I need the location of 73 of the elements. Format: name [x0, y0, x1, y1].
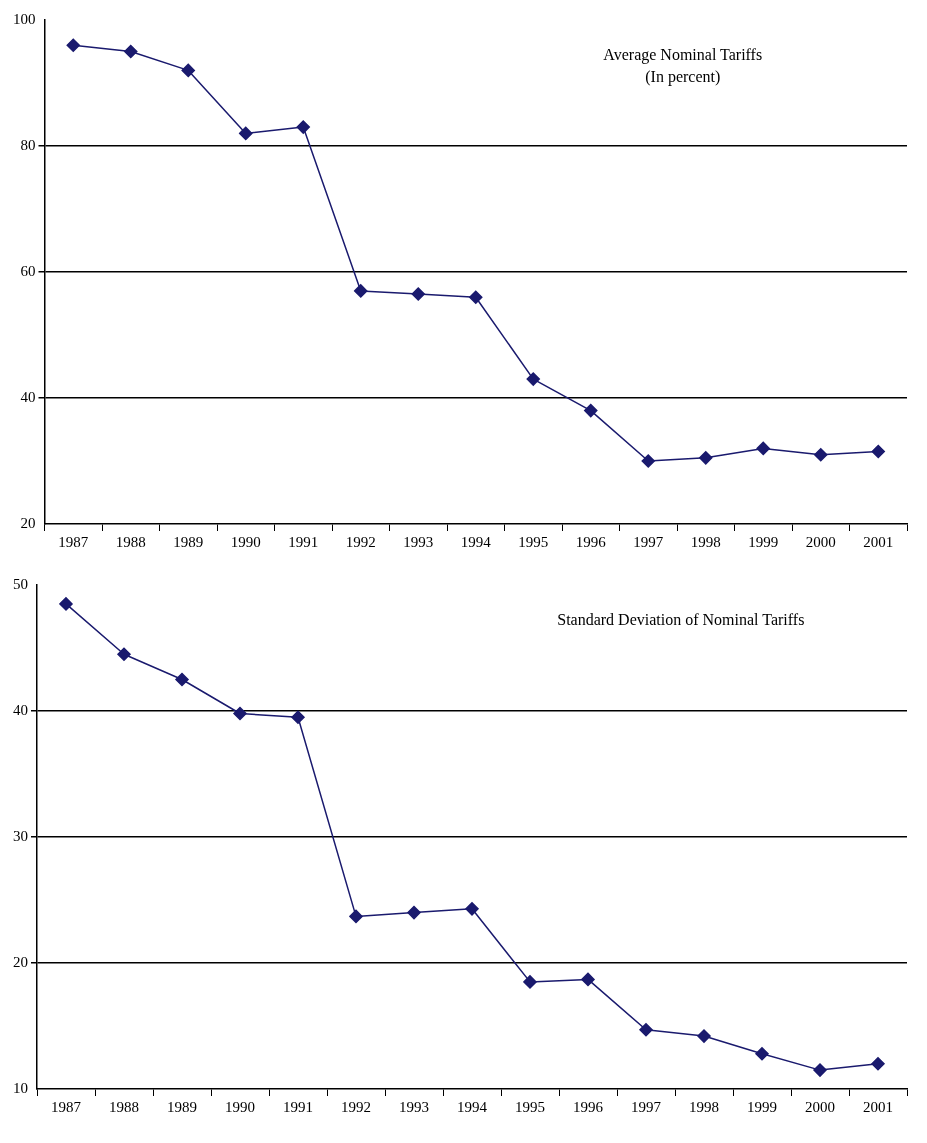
- x-tick-label: 1988: [109, 1098, 139, 1115]
- x-tick-label: 1987: [58, 533, 89, 550]
- point: [296, 120, 310, 134]
- point: [641, 454, 655, 468]
- text: Average Nominal Tariffs: [603, 46, 763, 65]
- x-tick-label: 1990: [225, 1098, 255, 1115]
- point: [239, 126, 253, 141]
- point: [526, 372, 540, 386]
- x-tick-label: 2001: [863, 533, 894, 550]
- y-tick-label: 40: [13, 701, 28, 718]
- y-tick-label: 20: [13, 953, 28, 970]
- x-tick-label: 2000: [805, 1098, 835, 1115]
- point: [814, 447, 828, 462]
- point: [639, 1023, 653, 1037]
- x-tick-label: 1996: [575, 533, 607, 550]
- y-tick-label: 30: [13, 827, 28, 844]
- x-tick-label: 1989: [167, 1098, 197, 1115]
- point: [523, 975, 537, 989]
- point: [117, 647, 131, 662]
- text: (In percent): [645, 68, 721, 87]
- point: [697, 1029, 711, 1043]
- point: [59, 597, 73, 611]
- x-tick-label: 1991: [288, 533, 319, 550]
- x-tick-label: 1996: [573, 1098, 604, 1115]
- y-tick-label: 60: [20, 262, 36, 279]
- point: [755, 1046, 769, 1061]
- point: [871, 1057, 885, 1071]
- point: [584, 403, 598, 418]
- point: [465, 902, 479, 916]
- point: [66, 38, 80, 52]
- x-tick-label: 1993: [403, 533, 434, 550]
- x-tick-label: 1999: [748, 533, 779, 550]
- x-tick-label: 1988: [115, 533, 146, 550]
- x-tick-label: 1987: [51, 1098, 82, 1115]
- point: [124, 44, 138, 59]
- point: [813, 1063, 827, 1077]
- y-tick-label: 80: [20, 136, 36, 153]
- x-tick-label: 1994: [457, 1098, 488, 1115]
- point: [699, 451, 713, 465]
- x-tick-label: 1998: [689, 1098, 719, 1115]
- point: [291, 710, 305, 725]
- point: [354, 284, 368, 298]
- x-tick-label: 1990: [230, 533, 261, 550]
- x-tick-label: 1992: [341, 1098, 371, 1115]
- point: [233, 706, 247, 721]
- x-tick-label: 1993: [399, 1098, 429, 1115]
- x-tick-label: 2000: [805, 533, 836, 550]
- point: [581, 972, 595, 987]
- point: [871, 444, 885, 459]
- x-tick-label: 1997: [633, 533, 664, 550]
- x-tick-label: 1994: [460, 533, 492, 550]
- x-tick-label: 1989: [173, 533, 204, 550]
- point: [175, 672, 189, 687]
- point: [411, 287, 425, 301]
- point: [756, 441, 770, 456]
- x-tick-label: 1999: [747, 1098, 777, 1115]
- x-tick-label: 1992: [345, 533, 376, 550]
- x-tick-label: 2001: [863, 1098, 893, 1115]
- x-tick-label: 1995: [515, 1098, 545, 1115]
- y-tick-label: 50: [13, 575, 28, 592]
- x-tick-label: 1995: [518, 533, 549, 550]
- point: [181, 63, 195, 78]
- y-tick-label: 100: [13, 10, 36, 27]
- x-tick-label: 1998: [690, 533, 721, 550]
- x-tick-label: 1991: [283, 1098, 313, 1115]
- y-tick-label: 20: [20, 514, 36, 531]
- point: [349, 909, 363, 924]
- y-tick-label: 40: [20, 388, 36, 405]
- text: Standard Deviation of Nominal Tariffs: [557, 611, 805, 629]
- y-tick-label: 10: [13, 1079, 28, 1096]
- point: [407, 905, 421, 920]
- point: [469, 290, 483, 304]
- x-tick-label: 1997: [631, 1098, 662, 1115]
